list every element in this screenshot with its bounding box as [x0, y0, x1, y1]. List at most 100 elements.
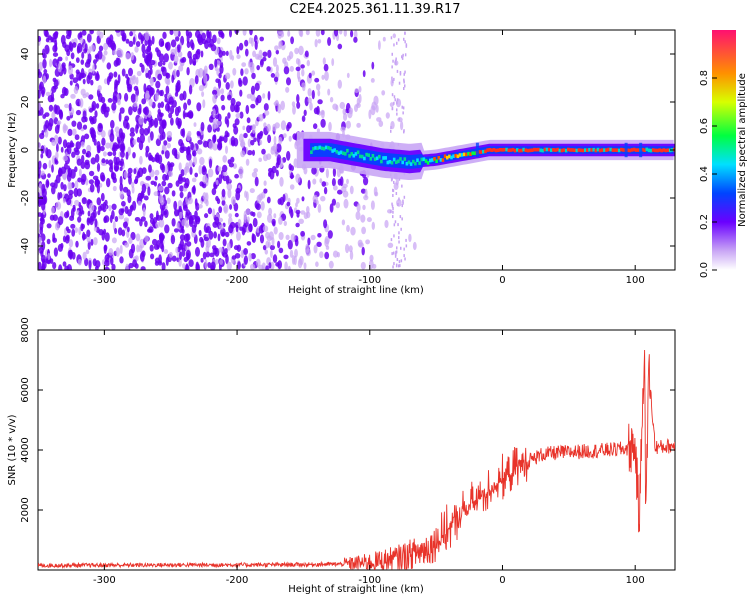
noise-blob	[375, 104, 379, 113]
signal-cell	[590, 148, 593, 152]
signal-cell	[310, 150, 313, 154]
noise-blob	[396, 112, 398, 116]
noise-blob	[162, 60, 166, 66]
noise-blob	[103, 228, 107, 235]
noise-blob	[45, 91, 51, 97]
noise-blob	[188, 215, 194, 225]
noise-blob	[119, 166, 123, 171]
noise-blob	[323, 63, 329, 72]
noise-blob	[178, 257, 182, 267]
noise-blob	[251, 171, 258, 178]
noise-blob	[68, 193, 73, 200]
noise-blob	[66, 172, 72, 182]
colorbar-tick-label: 0.0	[699, 262, 710, 278]
noise-blob	[263, 180, 267, 186]
spectrogram-ylabel: Frequency (Hz)	[7, 112, 18, 188]
noise-blob	[53, 79, 59, 87]
noise-blob	[384, 219, 389, 229]
noise-blob	[226, 183, 233, 191]
noise-blob	[325, 168, 329, 179]
noise-blob	[332, 250, 339, 258]
noise-blob	[51, 164, 54, 173]
noise-blob	[333, 185, 338, 191]
noise-blob	[260, 201, 265, 211]
noise-blob	[196, 131, 201, 137]
noise-blob	[279, 176, 284, 187]
noise-blob	[403, 195, 406, 199]
noise-blob	[88, 259, 92, 270]
noise-blob	[404, 84, 406, 88]
noise-blob	[114, 165, 119, 172]
noise-blob	[398, 197, 400, 201]
noise-blob	[179, 211, 183, 219]
noise-blob	[258, 114, 264, 122]
noise-blob	[66, 197, 72, 206]
noise-blob	[80, 59, 85, 65]
noise-blob	[286, 77, 291, 86]
noise-blob	[148, 98, 153, 107]
noise-blob	[222, 155, 227, 163]
noise-blob	[108, 204, 112, 212]
noise-blob	[311, 89, 315, 100]
noise-blob	[226, 261, 232, 270]
noise-blob	[51, 185, 56, 195]
noise-blob	[228, 224, 234, 234]
noise-blob	[38, 195, 44, 204]
noise-blob	[354, 88, 359, 94]
noise-blob	[116, 57, 121, 66]
signal-cell	[409, 162, 413, 166]
noise-blob	[393, 43, 395, 47]
noise-blob	[342, 190, 349, 198]
signal-cell	[392, 157, 396, 162]
noise-blob	[88, 46, 92, 54]
noise-blob	[225, 254, 229, 265]
noise-blob	[173, 228, 179, 233]
noise-blob	[152, 238, 158, 246]
noise-blob	[139, 155, 143, 165]
noise-blob	[368, 109, 372, 120]
signal-cell	[371, 154, 375, 158]
noise-blob	[348, 107, 353, 115]
x-tick-label: 100	[626, 575, 645, 586]
noise-blob	[115, 247, 121, 257]
signal-cell	[632, 147, 636, 152]
noise-blob	[399, 264, 401, 268]
noise-blob	[107, 151, 113, 157]
signal-cell	[520, 148, 523, 153]
noise-blob	[218, 174, 223, 185]
chart-title: C2E4.2025.361.11.39.R17	[289, 2, 461, 17]
noise-blob	[378, 120, 384, 127]
noise-blob	[127, 194, 132, 204]
noise-blob	[332, 167, 336, 177]
noise-blob	[212, 143, 218, 151]
noise-blob	[111, 237, 117, 244]
noise-blob	[176, 44, 181, 51]
signal-cell	[643, 148, 646, 152]
y-tick-label: 8000	[20, 317, 31, 342]
noise-blob	[64, 236, 70, 244]
noise-blob	[182, 109, 186, 120]
signal-cell	[479, 150, 483, 154]
noise-blob	[391, 52, 393, 56]
noise-blob	[155, 80, 161, 89]
snr-x-ticks: -300 -200 -100 0 100	[93, 330, 645, 586]
noise-blob	[393, 77, 395, 81]
noise-blob	[209, 116, 214, 123]
noise-blob	[80, 141, 85, 148]
noise-blob	[160, 89, 164, 97]
noise-blob	[317, 99, 323, 105]
noise-blob	[278, 40, 283, 48]
noise-blob	[393, 180, 395, 184]
colorbar-ticks: 0.0 0.2 0.4 0.6 0.8	[699, 70, 717, 278]
noise-blob	[149, 244, 154, 252]
noise-blob	[60, 181, 64, 190]
noise-blob	[121, 200, 126, 207]
noise-blob	[225, 82, 230, 90]
noise-blob	[154, 169, 160, 176]
noise-blob	[101, 102, 107, 113]
noise-blob	[101, 137, 106, 146]
noise-blob	[357, 239, 363, 247]
noise-blob	[65, 56, 68, 61]
signal-cell	[573, 148, 576, 152]
noise-blob	[392, 188, 394, 192]
